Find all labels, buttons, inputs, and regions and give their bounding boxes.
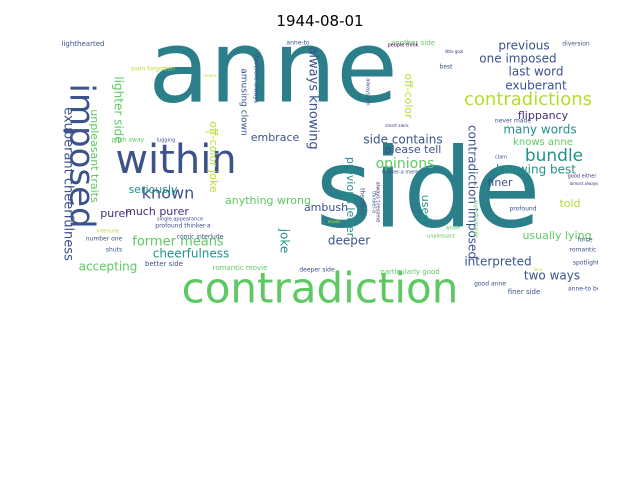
word-anne: anne <box>148 36 398 125</box>
word-clam: clam <box>495 155 507 161</box>
word-usually-lying: usually lying <box>522 229 591 242</box>
word-almost-always: almost always <box>570 181 598 186</box>
word-spotlight: spotlight <box>573 260 598 267</box>
word-little-goal: little goal <box>445 49 464 54</box>
word-number-one: number one <box>86 236 123 243</box>
word-means: means <box>203 73 216 78</box>
word-romantic: romantic <box>570 247 597 254</box>
word-comic: comic <box>205 129 217 134</box>
word-knows: knows <box>328 219 341 224</box>
word-amusing-clown: amusing clown <box>239 68 249 135</box>
word-purer: purer <box>100 207 130 220</box>
word-thinker-a: thinker-a <box>371 191 377 213</box>
word-profound-thinker-a: profound thinker-a <box>155 223 211 230</box>
word-shuts: shuts <box>106 247 122 254</box>
word-single-appearance: single appearance <box>157 217 203 223</box>
word-smart-aleck: smart aleck <box>385 123 409 128</box>
word-anne-to: anne-to <box>286 40 309 47</box>
word-contradiction: contradiction <box>182 264 459 313</box>
word-push-away: push away <box>112 137 145 144</box>
word-interpreted: interpreted <box>464 255 531 269</box>
word-superficial-side: superficial side <box>473 200 479 238</box>
word-embrace: embrace <box>251 131 300 144</box>
word-opinions: opinions <box>376 156 435 172</box>
word-within: within <box>115 137 236 183</box>
word-side: side <box>315 124 540 252</box>
word-joke: joke <box>278 228 292 254</box>
word-finer: finer <box>487 176 513 189</box>
word-thinker-a-mere: thinker-a mere <box>382 170 419 176</box>
word-knows-anne: knows anne <box>513 137 573 148</box>
word-ambush: ambush <box>304 201 348 214</box>
word-force: force <box>577 237 592 244</box>
word-two-ways: two ways <box>524 269 580 283</box>
word-diversion: diversion <box>562 41 590 48</box>
word-interlude: interlude <box>97 229 119 235</box>
word-comic-interlude: comic interlude <box>177 234 224 241</box>
word-contradictions: contradictions <box>464 89 592 110</box>
word-off-color-joke: off-color joke <box>207 121 220 193</box>
word-lugging: lugging <box>157 138 176 144</box>
word-exuberant-cheerfulness: exuberant cheerfulness <box>61 107 76 261</box>
word-another-side: another side <box>391 39 435 47</box>
word-seriously: seriously <box>128 183 178 196</box>
word-former-means: former means <box>132 235 224 250</box>
word-always-win: always win <box>365 78 371 105</box>
word-face: face <box>534 267 543 272</box>
word-cheerfulness: cheerfulness <box>153 247 230 261</box>
word-anne-to-best: anne-to best <box>568 286 598 293</box>
word-whole: whole <box>446 226 461 232</box>
word-unpleasant-traits: unpleasant traits <box>88 109 101 203</box>
word-accepting: accepting <box>79 260 138 274</box>
word-used: used <box>419 195 432 221</box>
word-please-tell: please tell <box>385 143 442 156</box>
word-best: best <box>440 64 454 71</box>
word-previous-letter: previous letter <box>344 157 357 238</box>
word-knowing-best: knowing best <box>496 163 576 177</box>
word-exuberant: exuberant <box>505 79 567 93</box>
word-off-color: off-color <box>402 73 415 119</box>
word-one-imposed: one imposed <box>479 52 556 66</box>
word-much-purer: much purer <box>125 205 189 218</box>
word-anything-wrong: anything wrong <box>225 194 311 207</box>
word-good-either: good either <box>568 174 598 180</box>
chart-title: 1944-08-01 <box>276 12 364 30</box>
word-contradiction-imposed: contradiction imposed <box>466 125 480 259</box>
word-therefore: therefore <box>359 188 366 216</box>
word-particularly-good: particularly good <box>380 268 439 276</box>
word-known: known <box>142 184 194 203</box>
word-better-side: better side <box>145 260 183 268</box>
word-flippancy: flippancy <box>518 109 569 122</box>
word-deeper: deeper <box>328 234 370 248</box>
word-lighthearted: lighthearted <box>62 40 105 48</box>
word-therefore-always: therefore always <box>253 53 260 103</box>
word-romantic-movie: romantic movie <box>213 264 268 272</box>
word-bundle: bundle <box>525 146 583 166</box>
word-never-made: never made <box>495 118 531 125</box>
word-always-knowing: always knowing <box>306 46 321 149</box>
word-profound: profound <box>509 206 536 213</box>
word-good-anne: good anne <box>474 281 506 288</box>
word-always-tiresome: always tiresome <box>375 182 381 223</box>
word-soon-forgotten: soon forgotten <box>131 66 175 73</box>
word-previous: previous <box>498 39 549 53</box>
word-many-words: many words <box>503 123 576 137</box>
word-told: told <box>559 197 580 210</box>
word-imposed: imposed <box>62 83 102 228</box>
word-last-word: last word <box>509 65 564 79</box>
word-deeper-side: deeper side <box>299 267 335 274</box>
word-unpleasant: unpleasant <box>427 234 455 240</box>
word-people-think: people think <box>387 43 418 49</box>
word-lighter-side: lighter side <box>112 76 126 143</box>
word-finer-side: finer side <box>508 288 541 296</box>
word-side-contains: side contains <box>363 133 442 147</box>
